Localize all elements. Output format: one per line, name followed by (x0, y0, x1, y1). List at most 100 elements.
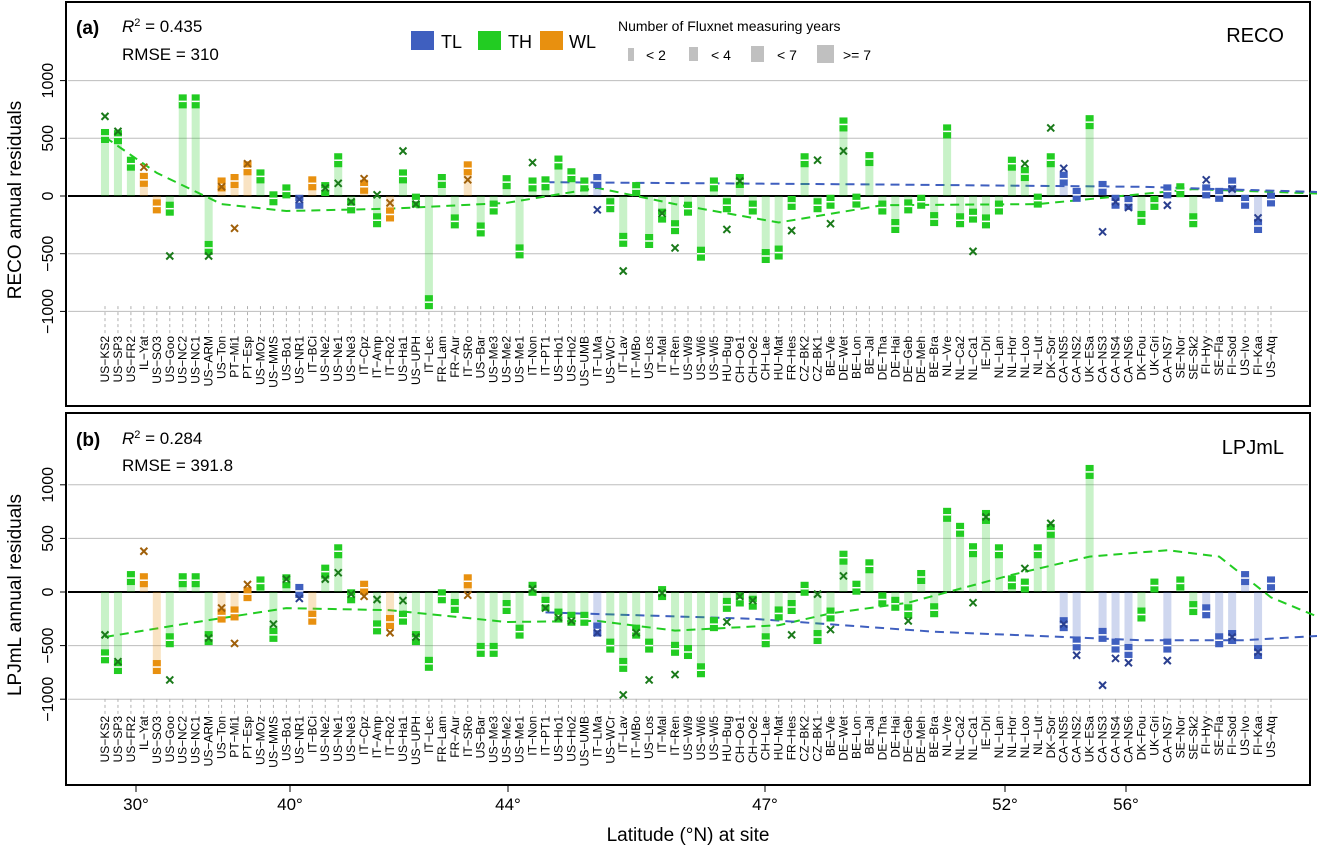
site-label: US−Ho1 (551, 716, 565, 762)
site-NL-Lan: NL−Lan (992, 544, 1006, 758)
residual-bar (424, 196, 433, 303)
site-label: CZ−BK1 (811, 336, 825, 382)
model-mean-marker (593, 628, 602, 637)
panel-a-label: (a) (76, 18, 99, 39)
site-label: CH−Lae (759, 716, 773, 761)
site-label: US−KS2 (98, 336, 112, 383)
site-label: DK−Sor (1044, 716, 1058, 758)
model-mean-marker (1163, 656, 1172, 665)
site-CA-NS5: CA−NS5 (1057, 592, 1071, 763)
y-tick-label: 1000 (40, 467, 57, 503)
model-mean-marker (295, 195, 304, 204)
site-label: US−ARM (202, 716, 216, 766)
site-CA-NS2: CA−NS2 (1070, 187, 1084, 383)
site-IT-BCi: IT−BCi (305, 592, 319, 753)
model-mean-marker (113, 127, 123, 136)
site-label: HU−Mat (772, 715, 786, 760)
residual-bar (515, 592, 524, 632)
site-US-Wi5: US−Wi5 (707, 592, 721, 760)
site-HU-Mat: HU−Mat (772, 196, 786, 380)
site-label: UK−Gri (1147, 716, 1161, 756)
site-label: NL−Lan (992, 716, 1006, 758)
site-label: US−Atq (1264, 336, 1278, 378)
residual-bar (1137, 592, 1146, 615)
site-label: US−Ha1 (396, 336, 410, 382)
site-DK-Fou: DK−Fou (1134, 592, 1148, 760)
model-mean-marker (1227, 632, 1237, 642)
site-US-WCr: US−WCr (603, 196, 617, 384)
residual-bar (100, 592, 110, 657)
site-CZ-BK2: CZ−BK2 (798, 581, 812, 762)
model-mean-marker (1059, 619, 1068, 629)
model-mean-marker (398, 596, 408, 605)
site-IT-Lec: IT−Lec (422, 196, 436, 373)
site-US-Me2: US−Me2 (500, 175, 514, 383)
site-SE-Nor: SE−Nor (1173, 576, 1187, 758)
site-label: IT−Ren (668, 336, 682, 376)
site-label: CA−NS3 (1096, 716, 1110, 763)
site-label: IT−BCi (305, 716, 319, 753)
site-CA-NS5: CA−NS5 (1057, 164, 1071, 383)
residual-bar (1137, 196, 1146, 218)
model-mean-marker (1098, 681, 1107, 690)
site-NL-Vre: NL−Vre (940, 124, 954, 377)
site-label: US−Wi6 (694, 336, 708, 381)
site-label: FR−Lam (435, 336, 449, 382)
site-DK-Fou: DK−Fou (1134, 196, 1148, 380)
site-DE-Hai: DE−Hai (888, 196, 902, 378)
site-label: CZ−BK2 (798, 336, 812, 382)
site-label: US−Los (642, 716, 656, 759)
site-IT-SRo: IT−SRo (461, 574, 475, 757)
residual-bar (1046, 530, 1055, 592)
site-label: IE−Dri (979, 716, 993, 750)
site-US-NR1: US−NR1 (292, 194, 306, 384)
site-IT-BCi: IT−BCi (305, 176, 319, 373)
site-US-Bo1: US−Bo1 (279, 184, 293, 381)
site-US-Ivo: US−Ivo (1238, 571, 1252, 756)
site-UK-ESa: UK−ESa (1083, 464, 1097, 762)
x-axis-label: Latitude (°N) at site (607, 825, 770, 846)
residual-bar (761, 196, 770, 257)
site-label: SE−Nor (1173, 716, 1187, 758)
site-US-Wi6: US−Wi6 (694, 592, 708, 760)
site-label: SE−Fla (1212, 336, 1226, 376)
site-PT-Esp: PT−Esp (241, 580, 255, 759)
legend-label-tl: TL (441, 32, 462, 52)
model-mean-marker (657, 209, 667, 218)
model-mean-marker (204, 251, 213, 261)
site-label: NL−Ca1 (966, 336, 980, 381)
site-label: NL−Lut (1031, 335, 1045, 375)
site-label: CA−NS2 (1070, 716, 1084, 763)
site-US-Ne1: US−Ne1 (331, 153, 345, 382)
site-label: IT−SRo (461, 336, 475, 377)
site-label: NL−Lan (992, 336, 1006, 378)
model-mean-marker (631, 628, 641, 637)
site-IT-PT1: IT−PT1 (538, 176, 552, 376)
site-CH-Oe1: CH−Oe1 (733, 173, 747, 383)
site-label: CA−NS3 (1096, 336, 1110, 383)
site-label: US−Goo (163, 716, 177, 763)
site-label: IT−LMa (590, 336, 604, 377)
x-tick-label: 52° (992, 795, 1018, 814)
model-mean-marker (165, 675, 174, 685)
residual-bar (373, 196, 382, 221)
site-label: IL−Yat (137, 335, 151, 370)
site-label: US−Ne2 (318, 336, 332, 382)
model-mean-marker (230, 224, 239, 233)
site-US-Bar: US−Bar (474, 592, 488, 758)
site-US-Los: US−Los (642, 592, 656, 759)
site-label: FI−Sod (1225, 336, 1239, 375)
site-IT-Ren: IT−Ren (668, 196, 682, 376)
model-mean-marker (1124, 658, 1133, 667)
site-label: BE−Lon (849, 336, 863, 379)
site-US-KS2: US−KS2 (98, 592, 112, 762)
site-label: PT−Mi1 (228, 336, 242, 378)
model-mean-marker (1202, 175, 1211, 185)
site-US-Ha1: US−Ha1 (396, 592, 410, 762)
site-label: FI−Hyy (1199, 336, 1213, 374)
model-mean-marker (100, 630, 110, 640)
site-US-Ne2: US−Ne2 (318, 182, 332, 382)
site-IT-SRo: IT−SRo (461, 161, 475, 377)
residual-bar (567, 592, 576, 619)
model-mean-marker (722, 617, 732, 627)
